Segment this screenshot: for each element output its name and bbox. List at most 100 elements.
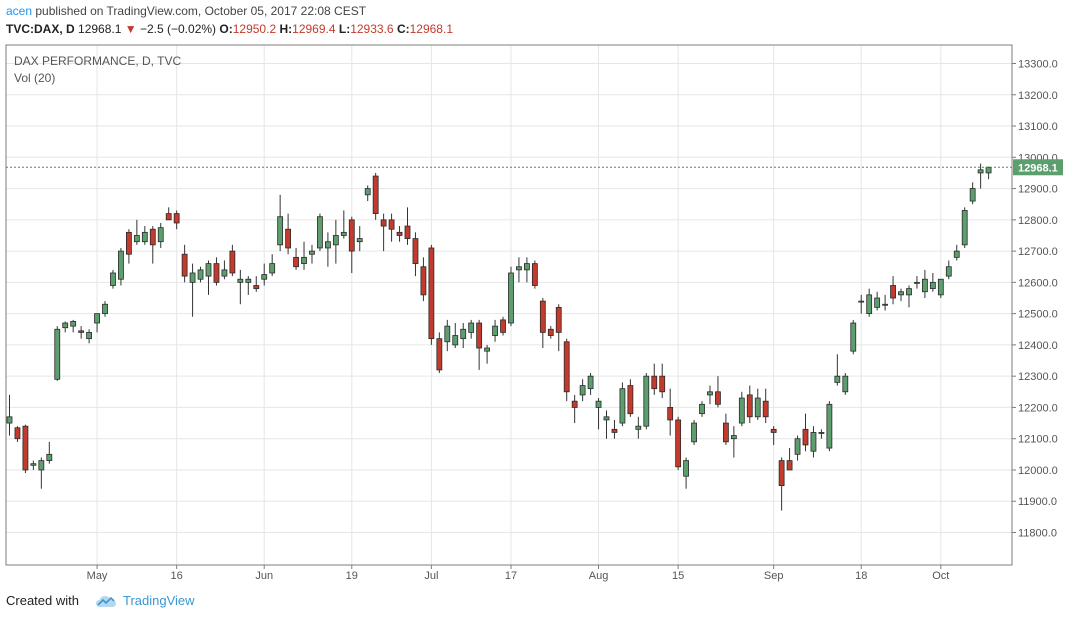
candle[interactable] bbox=[277, 194, 284, 252]
candle[interactable] bbox=[834, 354, 841, 386]
candle[interactable] bbox=[14, 426, 21, 442]
candle[interactable] bbox=[730, 426, 737, 458]
candle[interactable] bbox=[850, 319, 857, 355]
candle[interactable] bbox=[30, 460, 37, 470]
candle[interactable] bbox=[94, 313, 100, 333]
candle[interactable] bbox=[969, 182, 976, 205]
candle[interactable] bbox=[189, 263, 196, 317]
candle[interactable] bbox=[826, 401, 833, 452]
candle[interactable] bbox=[914, 276, 920, 289]
candle[interactable] bbox=[929, 272, 936, 292]
candle[interactable] bbox=[794, 435, 801, 461]
candle[interactable] bbox=[746, 385, 753, 424]
candle[interactable] bbox=[627, 379, 634, 417]
candle[interactable] bbox=[261, 263, 268, 286]
candle[interactable] bbox=[476, 319, 483, 370]
price-axis[interactable]: 11800.0 11900.0 12000.0 12100.0 12200.0 12300… bbox=[1012, 59, 1058, 540]
candle[interactable] bbox=[22, 424, 29, 474]
candle[interactable] bbox=[555, 304, 562, 352]
candle[interactable] bbox=[388, 213, 395, 242]
candle[interactable] bbox=[62, 321, 69, 333]
candle[interactable] bbox=[492, 319, 498, 342]
candle[interactable] bbox=[468, 319, 475, 339]
candle[interactable] bbox=[866, 288, 873, 317]
candle[interactable] bbox=[110, 269, 116, 289]
candle[interactable] bbox=[181, 244, 188, 283]
candle[interactable] bbox=[165, 207, 172, 221]
candle[interactable] bbox=[126, 229, 132, 264]
candle[interactable] bbox=[301, 241, 307, 270]
candle[interactable] bbox=[818, 429, 825, 439]
candle[interactable] bbox=[460, 323, 467, 349]
candle[interactable] bbox=[802, 413, 809, 452]
candle[interactable] bbox=[253, 276, 260, 292]
candle[interactable] bbox=[651, 363, 658, 395]
candle[interactable] bbox=[715, 376, 721, 408]
candle[interactable] bbox=[173, 210, 180, 230]
candle[interactable] bbox=[444, 319, 451, 352]
candle[interactable] bbox=[309, 244, 315, 264]
candle[interactable] bbox=[508, 266, 514, 327]
candle[interactable] bbox=[579, 379, 586, 402]
candle[interactable] bbox=[157, 222, 164, 248]
candle[interactable] bbox=[874, 291, 881, 311]
candle[interactable] bbox=[977, 163, 984, 189]
candle[interactable] bbox=[484, 344, 491, 364]
candle[interactable] bbox=[78, 326, 85, 339]
candle[interactable] bbox=[754, 388, 761, 420]
candle[interactable] bbox=[364, 185, 371, 202]
candle[interactable] bbox=[516, 257, 522, 283]
candle[interactable] bbox=[404, 207, 411, 245]
candle[interactable] bbox=[269, 254, 276, 277]
candle[interactable] bbox=[707, 385, 713, 405]
candle[interactable] bbox=[691, 419, 697, 445]
candle[interactable] bbox=[898, 288, 904, 302]
candle[interactable] bbox=[340, 210, 347, 239]
candle[interactable] bbox=[858, 294, 865, 314]
candle[interactable] bbox=[786, 448, 793, 471]
candle[interactable] bbox=[659, 363, 666, 399]
candle[interactable] bbox=[54, 326, 61, 381]
candle[interactable] bbox=[762, 388, 769, 424]
candle[interactable] bbox=[197, 266, 204, 283]
candle[interactable] bbox=[953, 244, 960, 261]
candle[interactable] bbox=[38, 457, 45, 489]
tradingview-brand-link[interactable]: TradingView bbox=[85, 593, 195, 608]
candle[interactable] bbox=[380, 213, 387, 252]
candle[interactable] bbox=[428, 244, 435, 345]
candle[interactable] bbox=[770, 426, 777, 445]
candle[interactable] bbox=[317, 213, 323, 252]
candle[interactable] bbox=[778, 457, 785, 511]
candle[interactable] bbox=[46, 441, 53, 464]
candle[interactable] bbox=[285, 213, 292, 255]
candle[interactable] bbox=[420, 257, 427, 302]
time-axis[interactable]: May 16 Jun 19 Jul 17 Aug 15 Sep 18 Oct bbox=[87, 565, 950, 582]
candle[interactable] bbox=[332, 219, 339, 264]
candle[interactable] bbox=[293, 247, 299, 270]
candle[interactable] bbox=[723, 413, 729, 445]
candle[interactable] bbox=[985, 166, 992, 180]
candle[interactable] bbox=[922, 269, 928, 298]
candle[interactable] bbox=[86, 329, 92, 344]
candle[interactable] bbox=[205, 260, 212, 295]
candle[interactable] bbox=[643, 373, 650, 430]
candle[interactable] bbox=[635, 416, 642, 439]
candle[interactable] bbox=[611, 419, 618, 439]
candle[interactable] bbox=[6, 394, 13, 436]
candle[interactable] bbox=[571, 394, 578, 424]
candle[interactable] bbox=[603, 410, 610, 439]
candle[interactable] bbox=[213, 257, 220, 286]
candle[interactable] bbox=[133, 219, 140, 245]
candle[interactable] bbox=[524, 257, 530, 283]
candle[interactable] bbox=[372, 172, 379, 220]
candle[interactable] bbox=[906, 285, 912, 308]
candle[interactable] bbox=[348, 216, 355, 273]
candle[interactable] bbox=[683, 457, 689, 489]
candle[interactable] bbox=[149, 226, 156, 264]
candle[interactable] bbox=[396, 226, 403, 242]
candle[interactable] bbox=[587, 373, 594, 395]
candle[interactable] bbox=[842, 373, 849, 395]
candle[interactable] bbox=[452, 323, 459, 349]
candle[interactable] bbox=[70, 319, 77, 333]
